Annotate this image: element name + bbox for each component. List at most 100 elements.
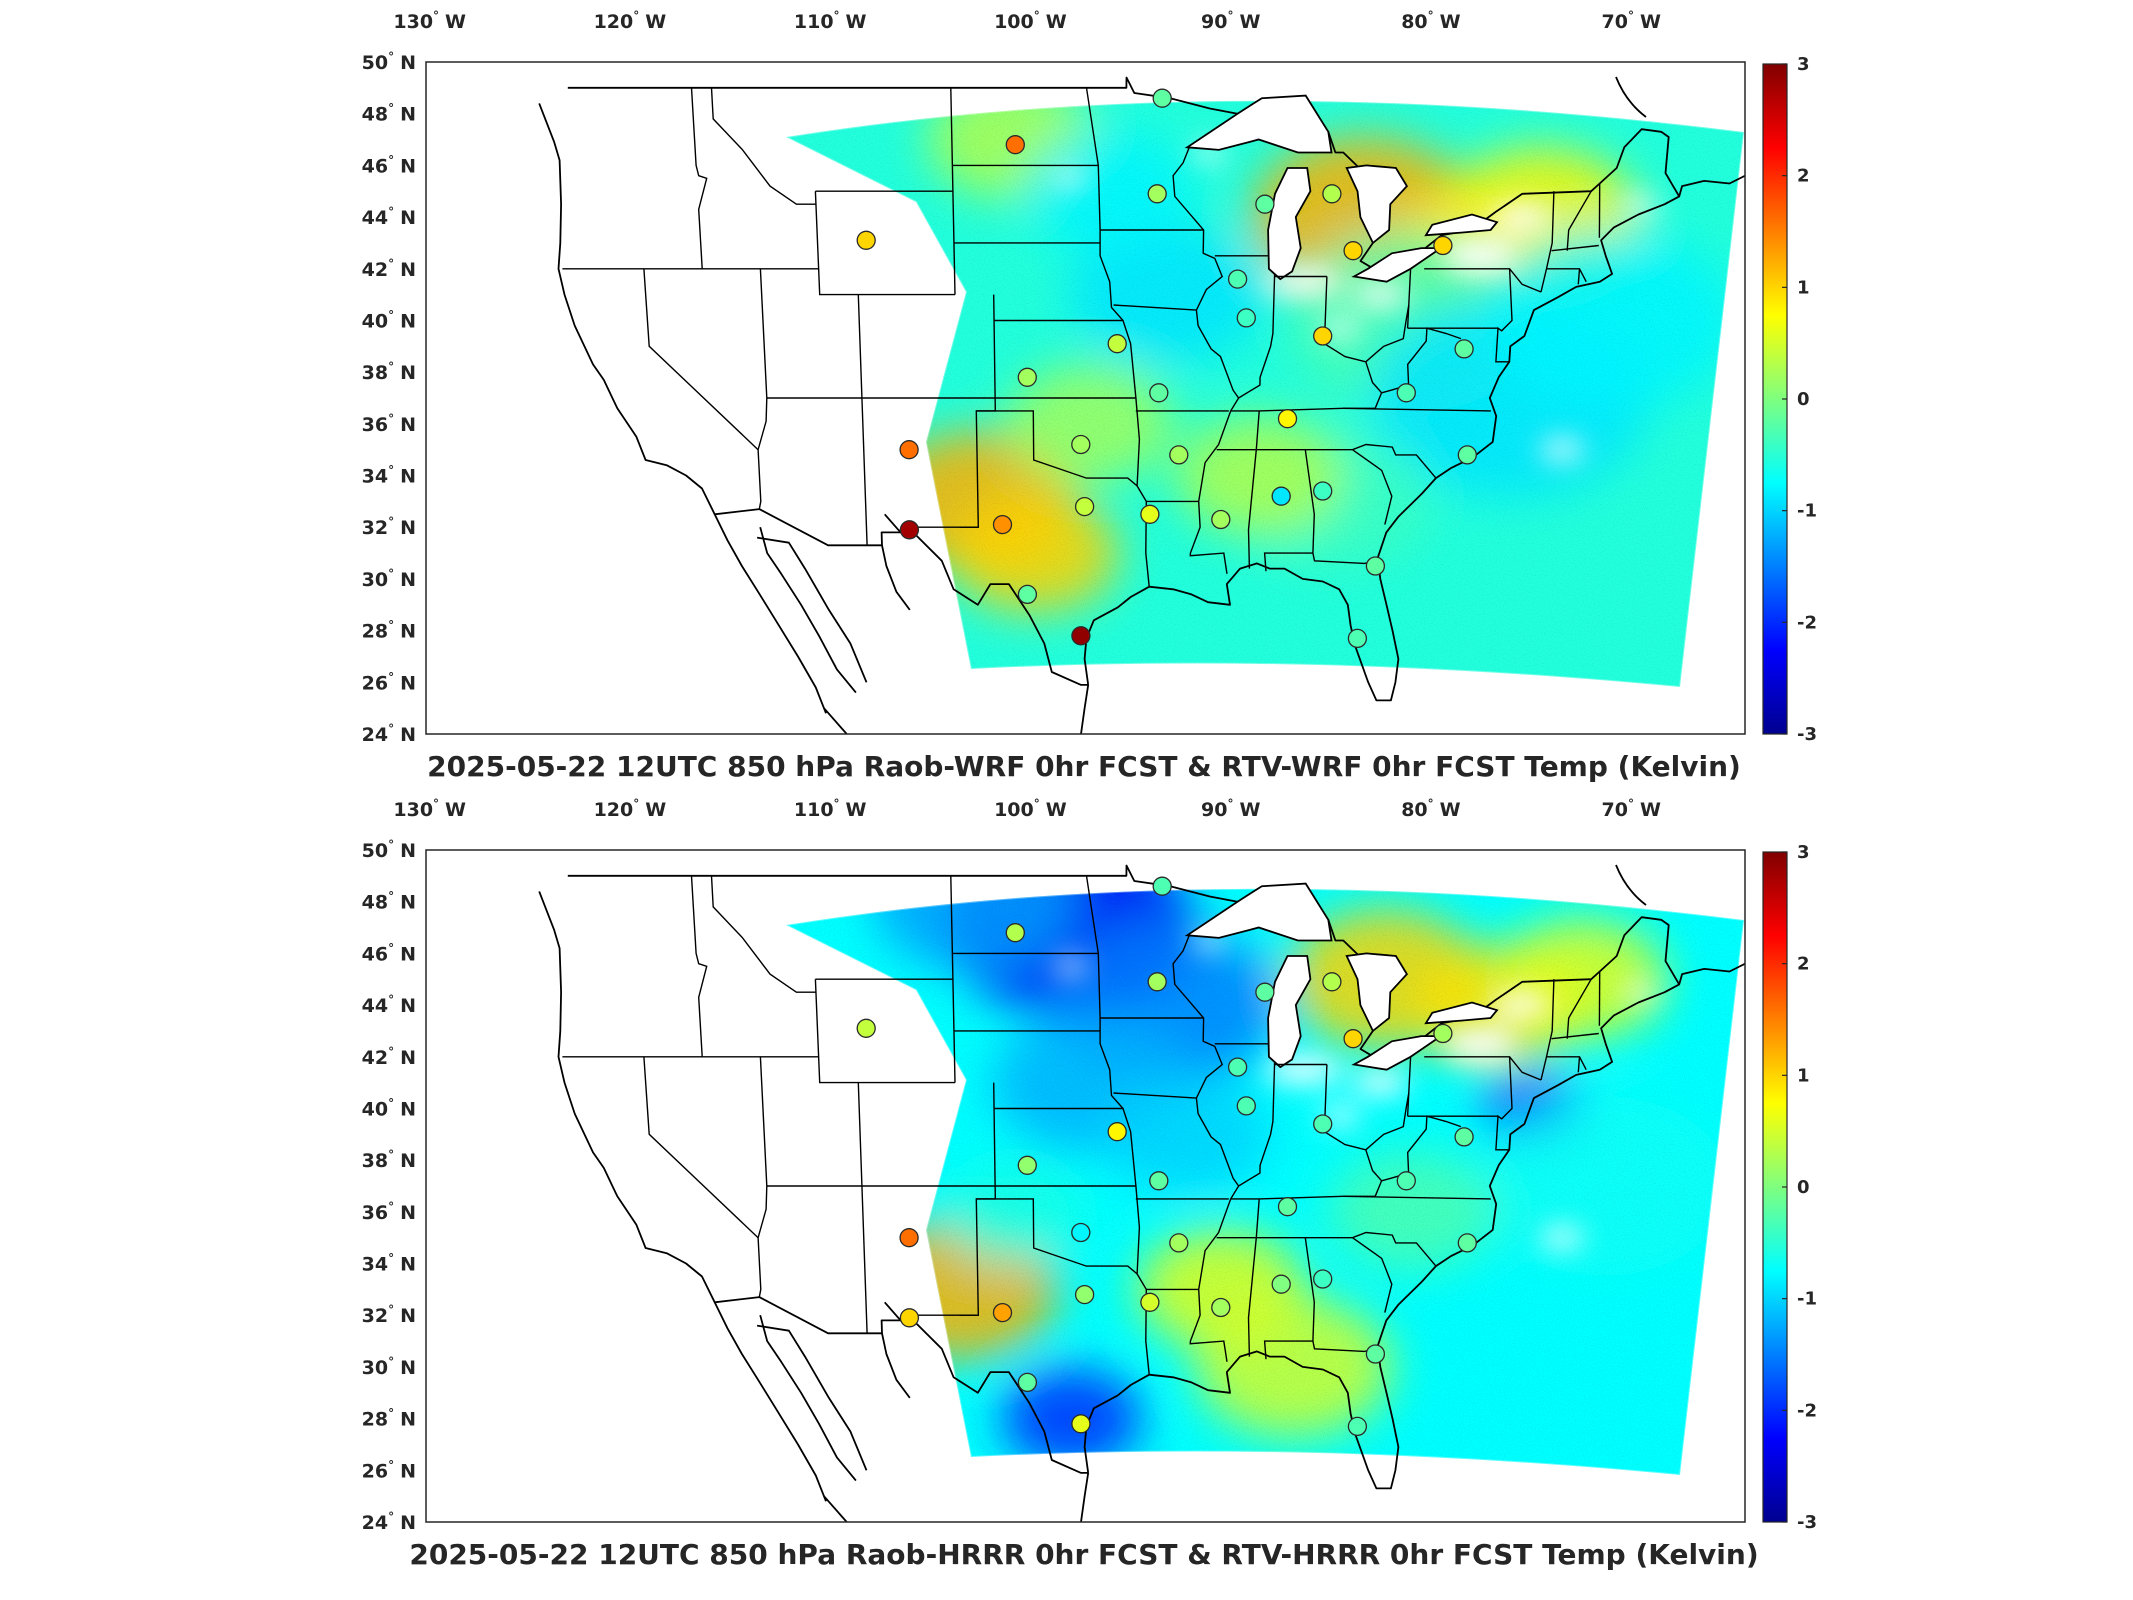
colorbar-tick-label: -3	[1797, 1512, 1817, 1533]
lat-tick-label: 30° N	[362, 567, 416, 591]
lon-tick-label: 130° W	[393, 9, 466, 33]
station-marker	[856, 230, 876, 250]
colorbar-tick-label: -2	[1797, 612, 1817, 633]
station-marker	[1277, 1197, 1298, 1217]
station-marker	[1365, 1344, 1386, 1364]
station-marker	[1313, 326, 1333, 346]
station-marker	[1017, 367, 1037, 387]
station-marker	[1255, 982, 1275, 1002]
station-marker	[1313, 1269, 1333, 1289]
lat-tick-label: 48° N	[362, 890, 416, 914]
lat-tick-label: 34° N	[362, 1252, 416, 1276]
lat-tick-label: 32° N	[362, 515, 416, 539]
station-marker	[1277, 409, 1298, 429]
station-marker	[1271, 1274, 1291, 1294]
lon-tick-label: 120° W	[594, 9, 667, 33]
station-marker	[1322, 972, 1342, 992]
station-marker	[1071, 434, 1091, 455]
station-marker	[1236, 308, 1256, 328]
panel-title: 2025-05-22 12UTC 850 hPa Raob-HRRR 0hr F…	[409, 1538, 1758, 1571]
colorbar: 3 2 1 0 -1 -2 -3	[1762, 842, 1817, 1533]
lat-tick-label: 42° N	[362, 257, 416, 281]
station-marker	[1147, 972, 1167, 992]
lat-tick-label: 50° N	[362, 50, 416, 74]
station-marker	[1017, 1155, 1037, 1175]
lat-tick-label: 38° N	[362, 360, 416, 384]
colorbar-tick-label: -1	[1797, 1289, 1817, 1310]
map-panel-hrrr: 130° W 120° W 110° W 100° W 90° W 80° W 70° W 50° N 48°…	[362, 797, 1817, 1571]
station-marker	[856, 1018, 876, 1038]
lon-tick-label: 70° W	[1601, 9, 1660, 33]
station-marker	[1433, 1023, 1453, 1044]
station-marker	[1005, 135, 1025, 155]
station-marker	[1396, 383, 1416, 403]
station-marker	[1227, 1057, 1248, 1077]
station-marker	[899, 520, 920, 540]
lat-tick-label: 38° N	[362, 1148, 416, 1172]
station-marker	[1071, 1414, 1091, 1434]
map-frame	[425, 849, 1746, 1523]
lat-tick-label: 36° N	[362, 412, 416, 436]
raob-stations	[856, 876, 1477, 1437]
lon-tick-label: 80° W	[1401, 797, 1460, 821]
colorbar-tick-label: 2	[1797, 954, 1810, 975]
station-marker	[1347, 1416, 1368, 1437]
station-marker	[899, 1228, 919, 1248]
station-marker	[1074, 1284, 1095, 1305]
station-marker	[1454, 1127, 1474, 1147]
station-marker	[1107, 1122, 1127, 1142]
station-marker	[1107, 334, 1127, 354]
station-marker	[1255, 194, 1275, 214]
state-boundaries	[538, 864, 1745, 1522]
lat-tick-label: 24° N	[362, 1510, 416, 1534]
lat-tick-label: 40° N	[362, 309, 416, 333]
lon-tick-label: 120° W	[594, 797, 667, 821]
lat-tick-label: 30° N	[362, 1355, 416, 1379]
lat-tick-label: 46° N	[362, 153, 416, 177]
station-marker	[1313, 1114, 1333, 1134]
station-marker	[899, 440, 919, 460]
station-marker	[1152, 88, 1172, 108]
station-marker	[1343, 1029, 1363, 1049]
lon-tick-label: 110° W	[794, 9, 867, 33]
station-marker	[1454, 339, 1474, 359]
colorbar-tick-label: 3	[1797, 54, 1810, 75]
lat-tick-label: 48° N	[362, 102, 416, 126]
station-marker	[1322, 184, 1342, 204]
lat-tick-label: 26° N	[362, 1458, 416, 1482]
lat-tick-label: 28° N	[362, 1407, 416, 1431]
colorbar-tick-label: 0	[1797, 1177, 1810, 1198]
station-marker	[1236, 1096, 1256, 1116]
station-marker	[1149, 383, 1169, 403]
station-marker	[1169, 1233, 1189, 1253]
station-marker	[992, 1302, 1013, 1323]
station-marker	[1457, 445, 1477, 465]
lon-tick-label: 100° W	[994, 9, 1067, 33]
colorbar-tick-label: -3	[1797, 724, 1817, 745]
lat-tick-label: 42° N	[362, 1045, 416, 1069]
station-marker	[899, 1308, 920, 1328]
colorbar-tick-label: 1	[1797, 277, 1810, 298]
station-marker	[1147, 184, 1167, 204]
station-marker	[1347, 628, 1368, 649]
station-marker	[1211, 1297, 1231, 1318]
lon-tick-label: 70° W	[1601, 797, 1660, 821]
lat-tick-label: 44° N	[362, 993, 416, 1017]
station-marker	[1017, 584, 1038, 605]
lon-tick-label: 130° W	[393, 797, 466, 821]
colorbar-tick-label: 1	[1797, 1065, 1810, 1086]
lon-tick-label: 100° W	[994, 797, 1067, 821]
station-marker	[1365, 556, 1386, 576]
lat-tick-label: 26° N	[362, 670, 416, 694]
longitude-ticks: 130° W 120° W 110° W 100° W 90° W 80° W 70° W	[393, 797, 1661, 821]
lat-tick-label: 50° N	[362, 838, 416, 862]
station-marker	[1005, 923, 1025, 943]
station-marker	[1227, 269, 1248, 289]
station-marker	[1071, 1222, 1091, 1243]
lon-tick-label: 110° W	[794, 797, 867, 821]
colorbar: 3 2 1 0 -1 -2 -3	[1762, 54, 1817, 745]
station-marker	[1396, 1171, 1416, 1191]
lon-tick-label: 90° W	[1201, 797, 1260, 821]
colorbar-tick-label: -2	[1797, 1400, 1817, 1421]
